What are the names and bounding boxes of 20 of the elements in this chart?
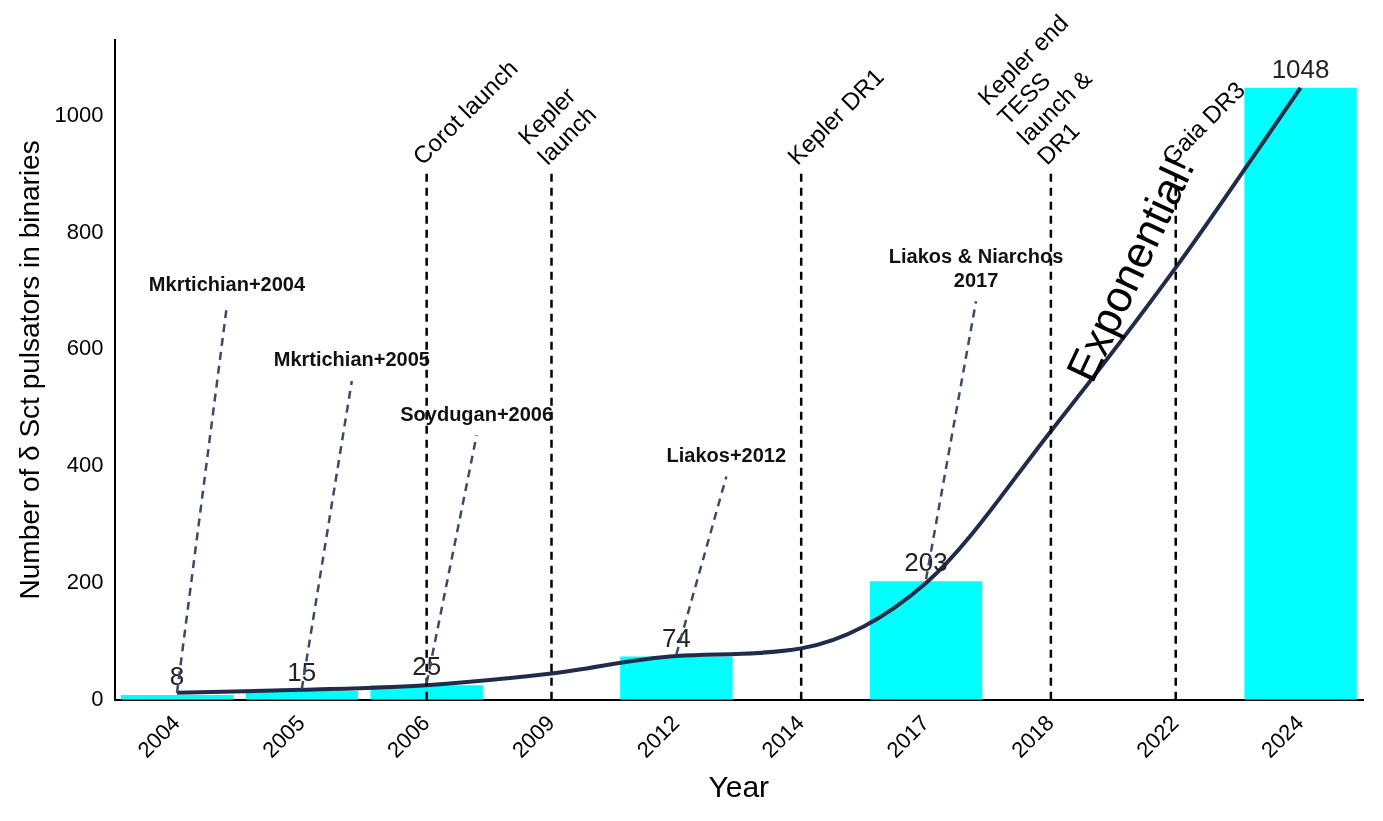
bar [620,656,733,700]
x-axis-title: Year [708,770,770,804]
annotation: Mkrtichian+2004 [148,272,306,295]
data-label: 1048 [1271,54,1330,85]
annotation: Liakos & Niarchos 2017 [888,244,1064,291]
bar [869,581,983,700]
annotation: Mkrtichian+2005 [273,348,430,371]
y-axis-title: Number of δ Sct pulsators in binaries [13,140,45,600]
data-label: 8 [169,661,185,692]
data-label: 15 [287,657,317,688]
bar [1244,87,1357,700]
annotation: Liakos+2012 [666,444,787,467]
y-tick-label: 800 [66,218,104,244]
y-tick-label: 400 [66,452,104,478]
data-label: 25 [412,651,442,682]
y-tick-label: 600 [66,335,104,361]
y-tick-label: 200 [66,569,104,595]
y-tick-label: 1000 [54,101,104,127]
annotation: Soydugan+2006 [400,402,554,425]
y-tick-label: 0 [91,685,104,711]
